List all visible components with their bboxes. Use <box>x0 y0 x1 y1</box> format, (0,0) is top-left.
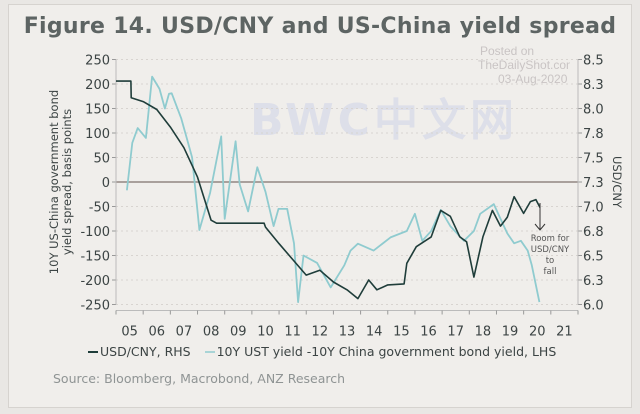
y-tick-label-left: 250 <box>85 54 110 69</box>
y-tick-label-left: -200 <box>80 274 110 289</box>
y-tick-label-right: 6.8 <box>583 225 604 240</box>
legend: USD/CNY, RHS 10Y UST yield -10Y China go… <box>88 343 556 359</box>
y-tick-label-left: 150 <box>85 103 110 118</box>
x-tick-label: 06 <box>148 325 165 340</box>
legend-swatch-usdcny <box>88 350 98 353</box>
y-tick-label-right: 8.3 <box>583 78 604 93</box>
x-tick-label: 13 <box>339 325 356 340</box>
y-tick-label-right: 6.5 <box>583 250 604 265</box>
y-axis-label-right: USD/CNY <box>610 156 624 209</box>
series-line-spread <box>126 75 541 304</box>
x-tick-label: 20 <box>529 325 546 340</box>
legend-swatch-spread <box>204 350 215 353</box>
x-tick-label: 08 <box>203 325 220 340</box>
y-tick-label-right: 8.0 <box>583 103 604 118</box>
y-tick-label-left: 50 <box>93 152 110 167</box>
y-tick-label-right: 7.0 <box>583 201 604 216</box>
x-tick-label: 16 <box>420 325 437 340</box>
y-tick-label-left: -250 <box>80 299 110 314</box>
source-note: Source: Bloomberg, Macrobond, ANZ Resear… <box>53 371 346 386</box>
y-tick-label-right: 7.5 <box>583 152 604 167</box>
x-tick-label: 19 <box>502 325 519 340</box>
y-tick-label-right: 7.3 <box>583 176 604 191</box>
y-tick-label-left: -150 <box>80 250 110 265</box>
watermark-date: 03-Aug-2020 <box>498 72 568 86</box>
x-tick-label: 09 <box>230 325 247 340</box>
y-tick-label-right: 7.8 <box>583 127 604 142</box>
series-line-usdcny <box>116 80 541 300</box>
x-tick-label: 15 <box>393 325 410 340</box>
x-tick-label: 21 <box>556 325 573 340</box>
annotation-text-line: to <box>546 256 555 266</box>
watermark-overlay: BWC中文网 <box>250 95 518 146</box>
y-tick-label-left: -100 <box>80 225 110 240</box>
x-tick-label: 14 <box>366 325 383 340</box>
x-tick-label: 17 <box>447 325 464 340</box>
y-tick-label-left: 200 <box>85 78 110 93</box>
y-axis-label-left-line1: 10Y US-China government bond <box>47 90 61 274</box>
x-tick-label: 10 <box>257 325 274 340</box>
annotation-text-line: Room for <box>531 234 570 244</box>
legend-usdcny: USD/CNY, RHS <box>100 344 191 359</box>
annotation-arrowhead <box>534 223 546 231</box>
x-tick-label: 12 <box>312 325 329 340</box>
y-tick-label-right: 8.5 <box>583 54 604 69</box>
x-tick-label: 05 <box>121 325 138 340</box>
y-tick-label-left: -50 <box>89 201 110 216</box>
annotation-text-line: fall <box>544 267 557 277</box>
watermark-site: TheDailyShot.com <box>478 58 570 72</box>
annotation-text-line: USD/CNY <box>531 245 570 255</box>
y-tick-label-left: 0 <box>102 176 110 191</box>
y-tick-label-right: 6.0 <box>583 299 604 314</box>
y-tick-label-left: 100 <box>85 127 110 142</box>
x-tick-label: 07 <box>176 325 193 340</box>
chart-title: Figure 14. USD/CNY and US-China yield sp… <box>23 14 617 39</box>
watermark-posted: Posted on <box>480 44 535 58</box>
legend-spread: 10Y UST yield -10Y China government bond… <box>216 344 557 359</box>
y-tick-label-right: 6.3 <box>583 274 604 289</box>
y-axis-label-left-line2: yield spread, basis points <box>60 109 74 255</box>
x-tick-label: 18 <box>475 325 492 340</box>
x-tick-label: 11 <box>284 325 301 340</box>
